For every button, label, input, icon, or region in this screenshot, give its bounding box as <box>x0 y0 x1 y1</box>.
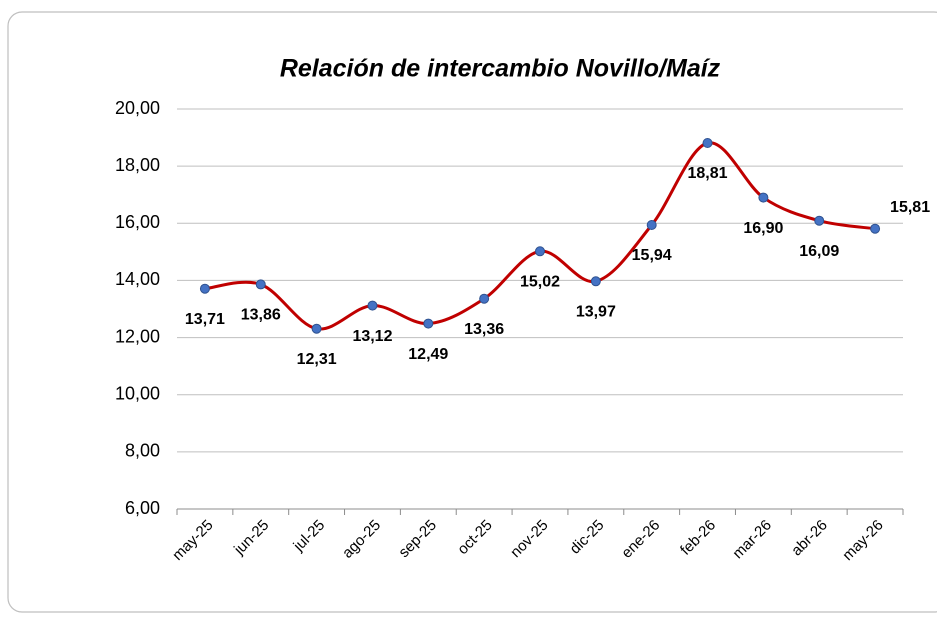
data-label: 13,12 <box>352 328 392 345</box>
y-tick-label: 8,00 <box>125 441 160 461</box>
y-tick-label: 12,00 <box>115 326 160 346</box>
marker <box>870 223 881 234</box>
marker <box>479 293 490 304</box>
data-label: 13,86 <box>241 307 281 324</box>
data-label: 16,90 <box>743 220 783 237</box>
data-label: 16,09 <box>799 243 839 260</box>
marker <box>702 138 713 148</box>
marker <box>535 246 545 257</box>
data-label: 15,94 <box>632 247 672 264</box>
y-tick-label: 18,00 <box>115 155 160 175</box>
y-tick-label: 10,00 <box>115 383 160 403</box>
y-tick-label: 16,00 <box>115 212 160 232</box>
data-label: 18,81 <box>688 165 728 182</box>
marker <box>199 283 210 294</box>
data-label: 13,97 <box>576 304 616 321</box>
marker <box>423 318 434 329</box>
data-label: 12,31 <box>297 351 337 368</box>
marker <box>255 279 266 290</box>
marker <box>367 300 378 311</box>
marker <box>590 276 601 287</box>
data-label: 13,71 <box>185 311 225 328</box>
y-tick-label: 20,00 <box>115 98 160 118</box>
marker <box>311 323 322 334</box>
chart-border <box>7 11 937 613</box>
y-tick-label: 6,00 <box>125 498 160 518</box>
marker <box>646 220 657 230</box>
data-label: 15,81 <box>890 199 930 216</box>
data-label: 12,49 <box>408 346 448 363</box>
data-label: 15,02 <box>520 274 560 291</box>
marker <box>758 192 769 203</box>
chart-title: Relación de intercambio Novillo/Maíz <box>280 55 721 83</box>
data-label: 13,36 <box>464 321 504 338</box>
marker <box>814 215 825 226</box>
y-tick-label: 14,00 <box>115 269 160 289</box>
